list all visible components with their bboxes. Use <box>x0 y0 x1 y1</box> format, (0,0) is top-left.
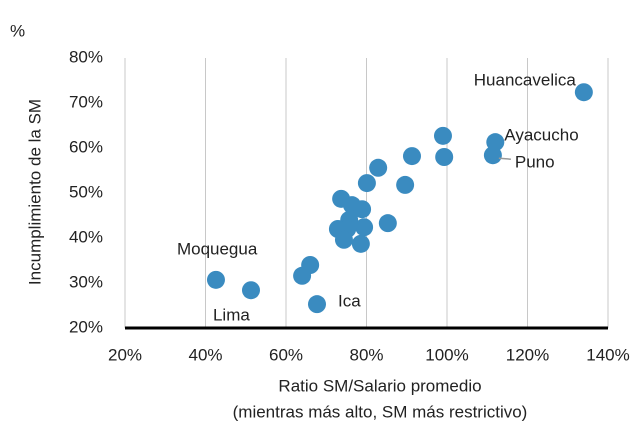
point <box>433 126 452 145</box>
point <box>206 270 225 289</box>
point-label: Moquegua <box>177 239 258 258</box>
point-label: Ayacucho <box>504 126 578 145</box>
point-label: Huancavelica <box>474 71 577 90</box>
point <box>355 218 374 237</box>
leader-line <box>498 157 511 160</box>
point-label: Ica <box>338 292 361 311</box>
point-label: Lima <box>213 306 250 325</box>
x-tick-label: 80% <box>349 345 383 364</box>
point <box>241 281 260 300</box>
x-axis-title: Ratio SM/Salario promedio <box>278 376 481 395</box>
point <box>574 83 593 102</box>
point <box>351 234 370 253</box>
x-tick-label: 60% <box>269 345 303 364</box>
point <box>353 200 372 219</box>
y-tick-label: 30% <box>69 272 103 291</box>
x-tick-label: 40% <box>188 345 222 364</box>
point <box>378 214 397 233</box>
y-tick-label: 80% <box>69 47 103 66</box>
point <box>293 266 312 285</box>
y-tick-label: 50% <box>69 182 103 201</box>
point <box>402 147 421 166</box>
point <box>357 174 376 193</box>
point <box>435 148 454 166</box>
y-tick-label: 40% <box>69 227 103 246</box>
y-tick-label: 20% <box>69 317 103 336</box>
point <box>307 295 326 314</box>
y-tick-label: 60% <box>69 137 103 156</box>
point-label: Puno <box>515 153 555 172</box>
point <box>334 230 353 249</box>
x-tick-label: 120% <box>506 345 549 364</box>
point <box>369 158 388 177</box>
x-axis-title: (mientras más alto, SM más restrictivo) <box>233 402 528 421</box>
x-tick-label: 100% <box>425 345 468 364</box>
x-tick-label: 20% <box>108 345 142 364</box>
y-unit: % <box>10 21 25 40</box>
y-axis-title: Incumplimiento de la SM <box>25 99 44 285</box>
y-tick-label: 70% <box>69 92 103 111</box>
point <box>396 175 415 194</box>
point <box>483 146 502 165</box>
x-tick-label: 140% <box>586 345 629 364</box>
